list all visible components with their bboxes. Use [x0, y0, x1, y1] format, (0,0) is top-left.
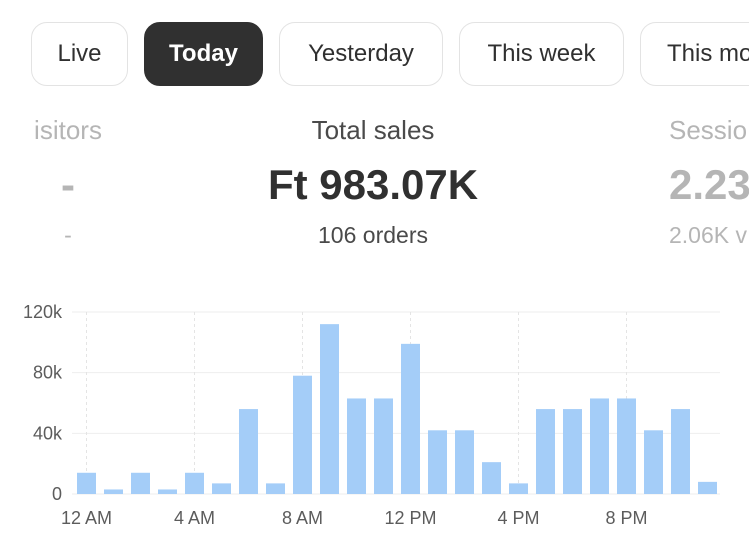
x-tick-label: 12 PM — [384, 508, 436, 528]
metric-total-sales[interactable]: Total sales Ft 983.07K 106 orders — [243, 110, 503, 252]
metric-sessions-label: Sessio — [669, 115, 748, 145]
x-tick-label: 8 AM — [282, 508, 323, 528]
metric-visitors-value: - — [61, 161, 75, 208]
x-tick-label: 4 PM — [497, 508, 539, 528]
sales-by-hour-chart: 0 40k 80k 120k 12 AM 4 AM 8 AM 12 PM 4 PM 8 PM — [23, 302, 720, 528]
metric-visitors[interactable]: isitors - - — [0, 110, 198, 252]
bar-12-am[interactable] — [77, 472, 96, 494]
bar-8-pm[interactable] — [617, 398, 636, 494]
bar-6-pm[interactable] — [563, 409, 582, 494]
bar-4-pm[interactable] — [509, 483, 528, 494]
bar-11-pm[interactable] — [698, 481, 717, 494]
x-tick-label: 12 AM — [61, 508, 112, 528]
bar-1-am[interactable] — [104, 489, 123, 494]
metric-sessions-sub: 2.06K v — [669, 222, 747, 248]
bar-10-am[interactable] — [347, 398, 366, 494]
filter-this-month-label: This mo — [667, 40, 749, 67]
bar-5-am[interactable] — [212, 483, 231, 494]
bar-3-am[interactable] — [158, 489, 177, 494]
bar-1-pm[interactable] — [428, 430, 447, 494]
filter-yesterday-label: Yesterday — [308, 40, 414, 67]
x-tick-label: 8 PM — [605, 508, 647, 528]
bar-3-pm[interactable] — [482, 462, 501, 494]
bar-2-pm[interactable] — [455, 430, 474, 494]
filter-live-label: Live — [57, 40, 102, 67]
filter-this-week-label: This week — [487, 40, 596, 67]
bar-9-am[interactable] — [320, 324, 339, 494]
date-range-filter: Live Today Yesterday This week This mo — [0, 0, 749, 110]
bar-7-am[interactable] — [266, 483, 285, 494]
metric-total-sales-label: Total sales — [311, 115, 435, 145]
bar-12-pm[interactable] — [401, 343, 420, 494]
x-tick-label: 4 AM — [174, 508, 215, 528]
bar-11-am[interactable] — [374, 398, 393, 494]
bar-2-am[interactable] — [131, 472, 150, 494]
bar-10-pm[interactable] — [671, 409, 690, 494]
bar-6-am[interactable] — [239, 409, 258, 494]
filter-today-label: Today — [169, 40, 238, 67]
metric-total-sales-value: Ft 983.07K — [267, 161, 479, 208]
filter-this-month-button[interactable]: This mo — [640, 22, 749, 86]
metric-visitors-label: isitors — [34, 115, 102, 145]
bar-7-pm[interactable] — [590, 398, 609, 494]
metric-visitors-sub: - — [64, 222, 72, 248]
filter-today-button[interactable]: Today — [144, 22, 263, 86]
bar-8-am[interactable] — [293, 375, 312, 494]
metric-sessions-value: 2.23 — [669, 161, 749, 208]
y-tick-label: 80k — [33, 363, 63, 383]
y-tick-label: 120k — [23, 302, 63, 322]
bar-4-am[interactable] — [185, 472, 204, 494]
metric-total-sales-sub: 106 orders — [318, 222, 428, 248]
bar-9-pm[interactable] — [644, 430, 663, 494]
bar-5-pm[interactable] — [536, 409, 555, 494]
y-tick-label: 0 — [52, 484, 62, 504]
filter-live-button[interactable]: Live — [31, 22, 128, 86]
metrics-carousel: isitors - - Total sales Ft 983.07K 106 o… — [0, 110, 749, 280]
metric-sessions[interactable]: Sessio 2.23 2.06K v — [669, 110, 749, 252]
filter-this-week-button[interactable]: This week — [459, 22, 624, 86]
y-tick-label: 40k — [33, 423, 63, 443]
filter-yesterday-button[interactable]: Yesterday — [279, 22, 443, 86]
